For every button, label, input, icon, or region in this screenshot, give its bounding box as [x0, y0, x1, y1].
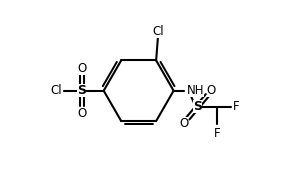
Text: F: F: [232, 100, 239, 113]
Text: F: F: [214, 127, 221, 140]
Text: O: O: [179, 117, 188, 130]
Text: S: S: [77, 84, 86, 97]
Text: Cl: Cl: [50, 84, 62, 97]
Text: NH: NH: [187, 84, 204, 97]
Text: O: O: [207, 84, 216, 97]
Text: S: S: [193, 100, 202, 113]
Text: O: O: [77, 62, 87, 75]
Text: O: O: [77, 107, 87, 119]
Text: Cl: Cl: [152, 25, 164, 38]
